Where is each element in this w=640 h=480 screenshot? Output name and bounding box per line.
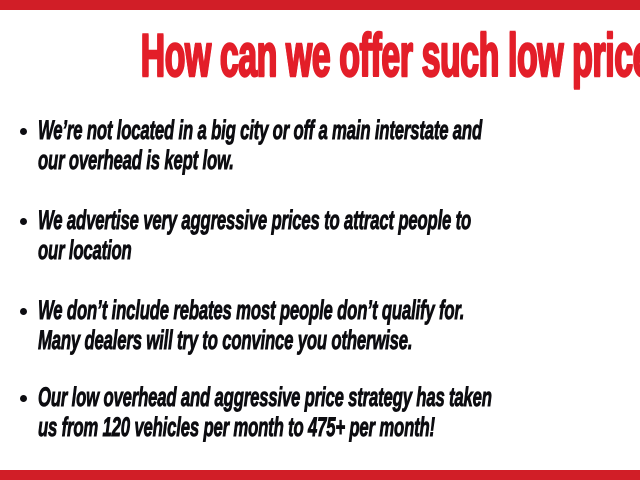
bullet-line: We advertise very aggressive prices to a… — [38, 205, 472, 236]
bullet-line: us from 120 vehicles per month to 475+ p… — [38, 412, 436, 443]
bullet-text: We’re not located in a big city or off a… — [38, 115, 483, 176]
bullet-item: We advertise very aggressive prices to a… — [20, 205, 640, 265]
bullet-dot-icon — [20, 395, 27, 402]
bullet-text: We don’t include rebates most people don… — [38, 295, 465, 356]
slide-title: How can we offer such low prices? — [140, 22, 640, 89]
bullet-line: Many dealers will try to convince you ot… — [38, 325, 413, 356]
bullet-dot-icon — [20, 308, 27, 315]
bullet-line: We’re not located in a big city or off a… — [38, 115, 483, 146]
bullet-line: our location — [38, 235, 132, 266]
bullet-item: We don’t include rebates most people don… — [20, 295, 640, 355]
bullet-line: Our low overhead and aggressive price st… — [38, 382, 493, 413]
bottom-accent-bar — [0, 470, 640, 480]
bullet-item: We’re not located in a big city or off a… — [20, 115, 640, 175]
bullet-line: our overhead is kept low. — [38, 145, 234, 176]
bullet-line: We don’t include rebates most people don… — [38, 295, 465, 326]
top-accent-bar — [0, 0, 640, 10]
bullet-dot-icon — [20, 128, 27, 135]
bullet-item: Our low overhead and aggressive price st… — [20, 382, 640, 442]
bullet-dot-icon — [20, 218, 27, 225]
bullet-text: We advertise very aggressive prices to a… — [38, 205, 472, 266]
bullet-text: Our low overhead and aggressive price st… — [38, 382, 493, 443]
